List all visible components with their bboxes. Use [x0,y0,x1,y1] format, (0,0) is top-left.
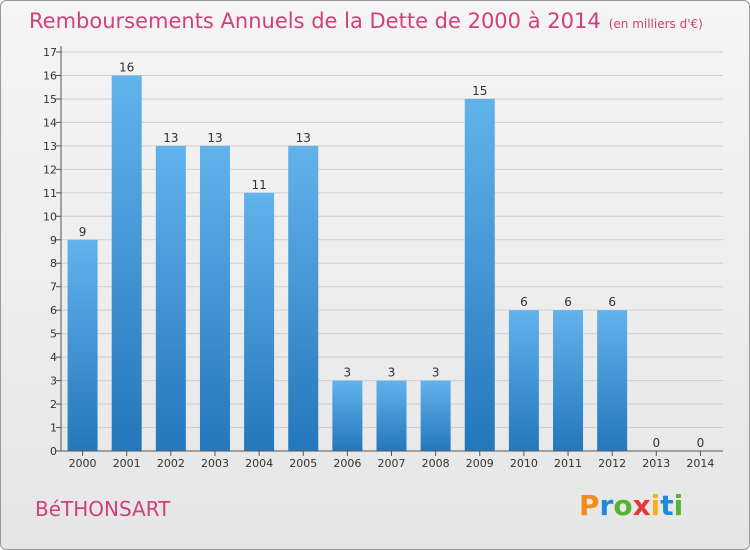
y-tick-label: 2 [50,398,57,411]
value-label-2003: 13 [207,131,222,145]
x-tick-label-2006: 2006 [333,457,361,470]
value-label-2000: 9 [79,225,87,239]
x-tick-label-2010: 2010 [510,457,538,470]
y-tick-label: 15 [43,93,57,106]
x-tick-label-2001: 2001 [113,457,141,470]
value-label-2014: 0 [697,436,705,450]
chart-title-text: Remboursements Annuels de la Dette de 20… [29,9,601,33]
bar-2012 [597,310,628,451]
commune-name: BéTHONSART [35,497,171,521]
bar-2002 [155,145,186,451]
bar-2000 [67,239,98,451]
y-tick-label: 10 [43,210,57,223]
bar-2006 [332,380,363,451]
value-label-2011: 6 [564,295,572,309]
x-tick-label-2013: 2013 [642,457,670,470]
y-tick-label: 6 [50,304,57,317]
labels: 0123456789101112131415161792000162001132… [43,46,714,470]
y-tick-label: 12 [43,163,57,176]
y-tick-label: 17 [43,46,57,59]
bar-2001 [111,75,142,452]
value-label-2012: 6 [608,295,616,309]
x-tick-label-2008: 2008 [422,457,450,470]
x-tick-label-2014: 2014 [686,457,714,470]
logo-letter: r [599,489,614,522]
y-tick-label: 0 [50,445,57,458]
value-label-2013: 0 [652,436,660,450]
bar-2011 [553,310,584,451]
logo-letter: P [579,489,600,522]
y-tick-label: 7 [50,281,57,294]
value-label-2006: 3 [344,366,352,380]
value-label-2004: 11 [251,178,266,192]
y-tick-label: 8 [50,257,57,270]
value-label-2008: 3 [432,366,440,380]
y-tick-label: 4 [50,351,57,364]
value-label-2005: 13 [296,131,311,145]
bars [67,75,628,452]
bar-2008 [420,380,451,451]
y-tick-label: 13 [43,140,57,153]
x-tick-label-2005: 2005 [289,457,317,470]
value-label-2010: 6 [520,295,528,309]
value-label-2009: 15 [472,84,487,98]
x-tick-label-2007: 2007 [378,457,406,470]
value-label-2002: 13 [163,131,178,145]
y-tick-label: 16 [43,69,57,82]
logo-letter: o [613,489,633,522]
logo-letter: x [632,489,651,522]
y-tick-label: 5 [50,328,57,341]
value-label-2001: 16 [119,60,134,74]
logo-letter: i [650,489,661,522]
y-tick-label: 9 [50,234,57,247]
proxiti-logo: Proxiti [579,489,683,522]
bar-2010 [508,310,539,451]
axes [56,46,723,456]
x-tick-label-2004: 2004 [245,457,273,470]
logo-letter: t [660,489,674,522]
x-tick-label-2012: 2012 [598,457,626,470]
y-tick-label: 11 [43,187,57,200]
bar-2004 [244,192,275,451]
logo-letter: i [673,489,684,522]
chart-title: Remboursements Annuels de la Dette de 20… [29,9,703,33]
x-tick-label-2000: 2000 [69,457,97,470]
x-tick-label-2009: 2009 [466,457,494,470]
bar-2007 [376,380,407,451]
chart-unit: (en milliers d'€) [608,17,703,31]
x-tick-label-2011: 2011 [554,457,582,470]
bar-2003 [199,145,230,451]
y-tick-label: 14 [43,116,57,129]
bar-2009 [464,98,495,452]
y-tick-label: 1 [50,422,57,435]
y-tick-label: 3 [50,375,57,388]
value-label-2007: 3 [388,366,396,380]
bar-2005 [288,145,319,451]
x-tick-label-2002: 2002 [157,457,185,470]
x-tick-label-2003: 2003 [201,457,229,470]
